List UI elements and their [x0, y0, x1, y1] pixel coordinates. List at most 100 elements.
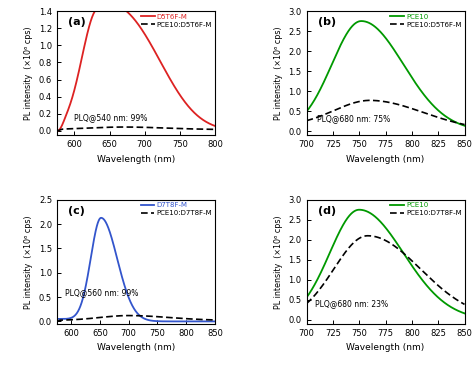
- PCE10:D5T6F-M: [190, 127, 196, 131]
- Text: (d): (d): [318, 206, 336, 216]
- PCE10:D7T8F-M: [365, 234, 371, 238]
- X-axis label: Wavelength (nm): Wavelength (nm): [97, 155, 175, 164]
- PCE10:D5T6F-M: [174, 126, 180, 131]
- PCE10: [396, 243, 401, 248]
- X-axis label: Wavelength (nm): Wavelength (nm): [97, 343, 175, 352]
- D5T6F-M: [146, 39, 152, 43]
- PCE10:D5T6F-M: [367, 98, 373, 103]
- PCE10:D5T6F-M: [404, 105, 410, 109]
- PCE10:D7T8F-M: [174, 316, 180, 320]
- PCE10:D7T8F-M: [396, 247, 401, 251]
- PCE10:D5T6F-M: [54, 129, 60, 133]
- PCE10: [424, 283, 429, 287]
- PCE10:D5T6F-M: [304, 118, 310, 123]
- Y-axis label: PL intensity  (×10⁶ cps): PL intensity (×10⁶ cps): [24, 215, 33, 309]
- PCE10:D7T8F-M: [146, 314, 152, 318]
- D7T8F-M: [54, 317, 60, 321]
- PCE10: [462, 311, 467, 316]
- PCE10: [313, 95, 319, 99]
- D5T6F-M: [174, 88, 180, 93]
- Y-axis label: PL intensity  (×10⁶ cps): PL intensity (×10⁶ cps): [274, 215, 283, 309]
- PCE10:D7T8F-M: [400, 250, 405, 255]
- PCE10:D7T8F-M: [54, 319, 60, 323]
- D7T8F-M: [64, 316, 69, 321]
- PCE10: [313, 280, 319, 284]
- Text: PLQ@540 nm: 99%: PLQ@540 nm: 99%: [74, 113, 148, 122]
- Text: (c): (c): [68, 206, 85, 216]
- Line: D7T8F-M: D7T8F-M: [57, 218, 215, 321]
- PCE10:D7T8F-M: [404, 254, 410, 259]
- PCE10:D7T8F-M: [190, 317, 196, 321]
- PCE10:D5T6F-M: [462, 122, 467, 127]
- PCE10:D7T8F-M: [440, 287, 446, 292]
- PCE10: [440, 299, 446, 304]
- Line: PCE10:D5T6F-M: PCE10:D5T6F-M: [57, 127, 215, 131]
- PCE10: [404, 68, 410, 73]
- Text: (b): (b): [318, 17, 336, 27]
- D7T8F-M: [150, 319, 156, 323]
- D7T8F-M: [146, 318, 152, 322]
- Y-axis label: PL intensity  (×10⁶ cps): PL intensity (×10⁶ cps): [24, 26, 33, 120]
- PCE10: [396, 54, 401, 59]
- PCE10:D5T6F-M: [155, 125, 161, 130]
- PCE10:D5T6F-M: [150, 125, 156, 130]
- PCE10: [404, 257, 410, 261]
- PCE10:D5T6F-M: [64, 127, 69, 131]
- Text: PLQ@680 nm: 75%: PLQ@680 nm: 75%: [317, 114, 390, 123]
- Line: PCE10:D7T8F-M: PCE10:D7T8F-M: [57, 316, 215, 321]
- PCE10: [424, 96, 429, 100]
- PCE10:D7T8F-M: [462, 302, 467, 307]
- PCE10:D5T6F-M: [424, 112, 429, 116]
- PCE10:D7T8F-M: [313, 291, 319, 296]
- D5T6F-M: [54, 129, 60, 133]
- Line: D5T6F-M: D5T6F-M: [57, 4, 215, 131]
- Text: (a): (a): [68, 17, 86, 27]
- Legend: PCE10, PCE10:D5T6F-M: PCE10, PCE10:D5T6F-M: [390, 13, 463, 28]
- PCE10:D5T6F-M: [396, 102, 401, 107]
- PCE10:D7T8F-M: [424, 273, 429, 277]
- PCE10: [304, 295, 310, 300]
- PCE10:D7T8F-M: [150, 314, 156, 319]
- PCE10: [400, 250, 405, 254]
- PCE10: [462, 124, 467, 128]
- PCE10:D7T8F-M: [304, 301, 310, 306]
- PCE10: [440, 112, 446, 116]
- D5T6F-M: [212, 124, 218, 128]
- D5T6F-M: [155, 54, 161, 59]
- PCE10:D5T6F-M: [313, 116, 319, 120]
- D5T6F-M: [190, 109, 196, 114]
- PCE10: [356, 208, 362, 212]
- Text: PLQ@680 nm: 23%: PLQ@680 nm: 23%: [315, 299, 388, 308]
- D7T8F-M: [212, 319, 218, 323]
- D7T8F-M: [98, 216, 104, 220]
- D7T8F-M: [155, 319, 161, 323]
- PCE10:D5T6F-M: [400, 103, 405, 108]
- D5T6F-M: [107, 2, 113, 6]
- X-axis label: Wavelength (nm): Wavelength (nm): [346, 155, 425, 164]
- Legend: D5T6F-M, PCE10:D5T6F-M: D5T6F-M, PCE10:D5T6F-M: [140, 13, 213, 28]
- Text: PLQ@560 nm: 99%: PLQ@560 nm: 99%: [65, 288, 139, 297]
- PCE10:D7T8F-M: [64, 318, 69, 322]
- Line: PCE10:D7T8F-M: PCE10:D7T8F-M: [307, 236, 465, 304]
- Legend: D7T8F-M, PCE10:D7T8F-M: D7T8F-M, PCE10:D7T8F-M: [140, 202, 213, 217]
- PCE10:D5T6F-M: [440, 117, 446, 121]
- D5T6F-M: [64, 112, 69, 116]
- PCE10:D7T8F-M: [126, 314, 131, 318]
- PCE10: [304, 109, 310, 114]
- PCE10:D7T8F-M: [212, 318, 218, 322]
- PCE10:D5T6F-M: [146, 125, 152, 130]
- PCE10:D5T6F-M: [212, 127, 218, 132]
- PCE10: [358, 19, 364, 23]
- PCE10:D5T6F-M: [121, 125, 127, 129]
- D7T8F-M: [190, 319, 196, 323]
- Y-axis label: PL intensity  (×10⁶ cps): PL intensity (×10⁶ cps): [274, 26, 283, 120]
- X-axis label: Wavelength (nm): Wavelength (nm): [346, 343, 425, 352]
- D5T6F-M: [150, 46, 156, 50]
- Line: PCE10:D5T6F-M: PCE10:D5T6F-M: [307, 100, 465, 124]
- Line: PCE10: PCE10: [307, 21, 465, 126]
- PCE10: [400, 61, 405, 65]
- D7T8F-M: [174, 319, 180, 323]
- PCE10:D7T8F-M: [155, 315, 161, 319]
- Legend: PCE10, PCE10:D7T8F-M: PCE10, PCE10:D7T8F-M: [390, 202, 463, 217]
- Line: PCE10: PCE10: [307, 210, 465, 314]
